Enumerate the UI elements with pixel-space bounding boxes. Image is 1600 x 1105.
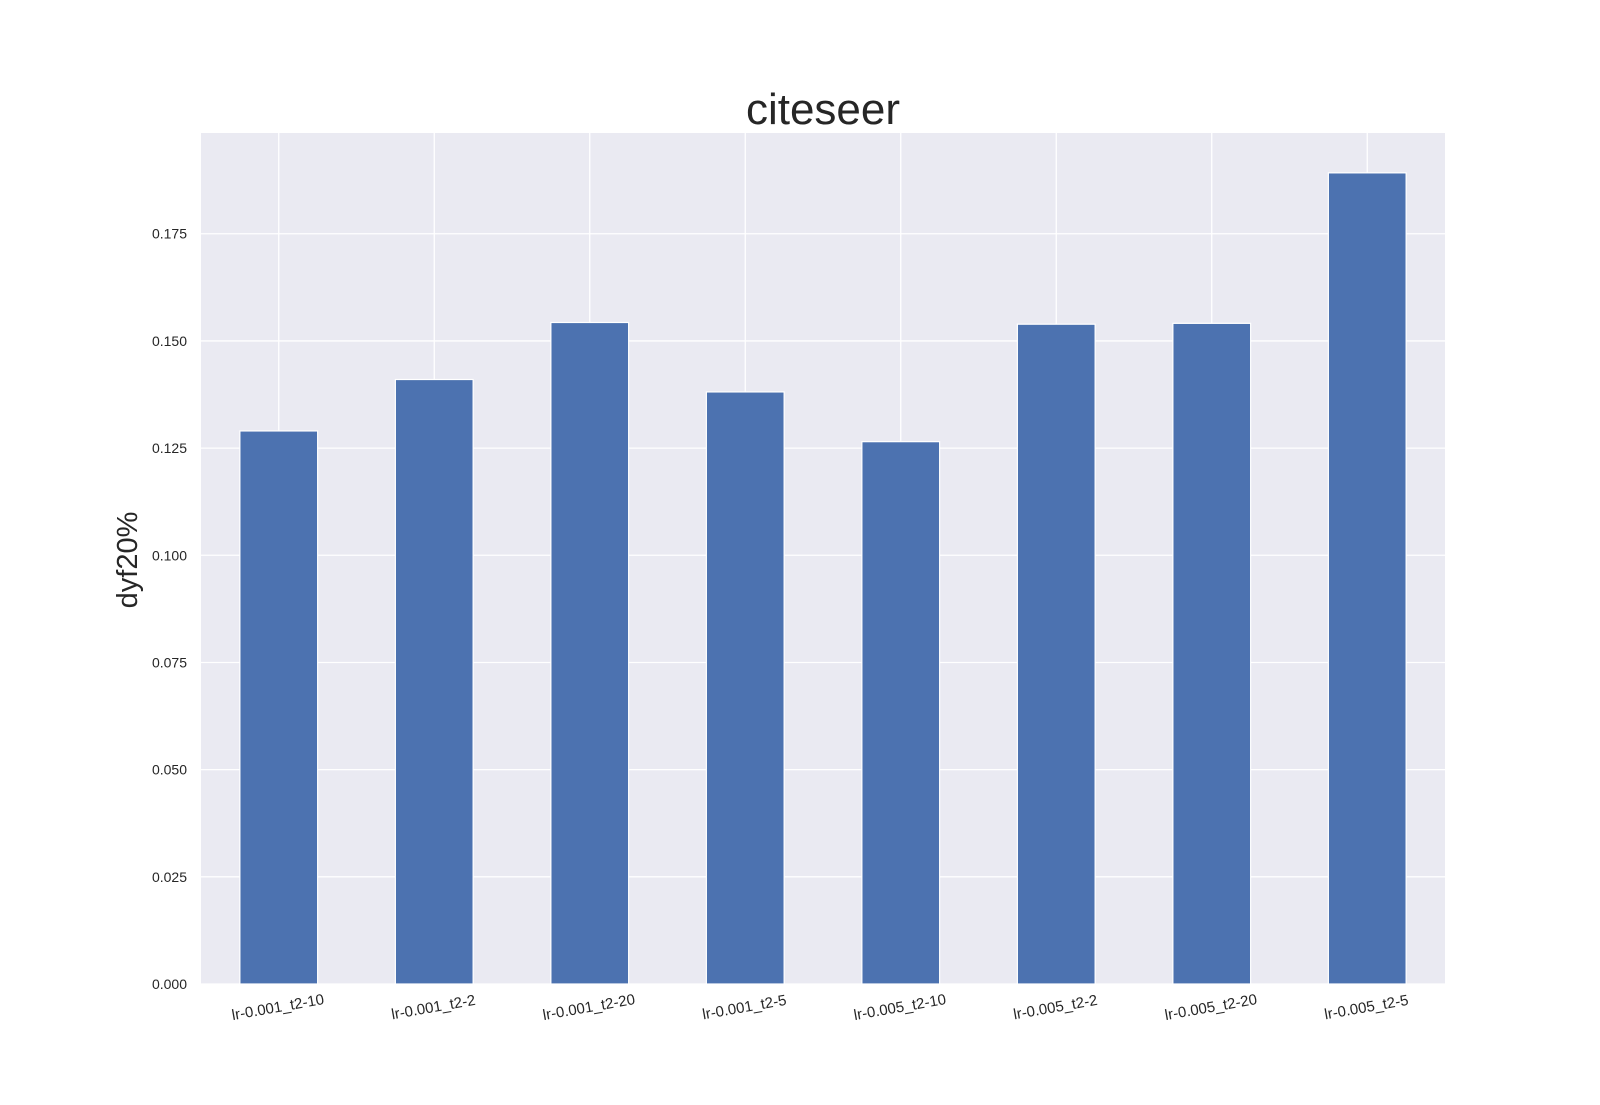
bar (550, 321, 630, 985)
bar (239, 430, 319, 985)
bar (1016, 323, 1096, 985)
bar (705, 391, 785, 985)
bars (239, 172, 1407, 985)
y-axis-ticks: 0.000 0.025 0.050 0.075 0.100 0.125 0.150 0.175 (152, 226, 187, 992)
y-axis-label: dyf20% (112, 512, 144, 609)
chart-title: citeseer (746, 85, 900, 134)
y-tick-label: 0.150 (152, 333, 187, 349)
plot-area (201, 133, 1445, 984)
bar (394, 378, 474, 985)
bar (1327, 172, 1407, 985)
y-tick-label: 0.025 (152, 869, 187, 885)
y-tick-label: 0.100 (152, 547, 187, 563)
bar (861, 441, 941, 985)
bar (1172, 322, 1252, 985)
y-tick-label: 0.050 (152, 762, 187, 778)
y-tick-label: 0.000 (152, 976, 187, 992)
y-tick-label: 0.125 (152, 440, 187, 456)
y-tick-label: 0.175 (152, 226, 187, 242)
y-tick-label: 0.075 (152, 654, 187, 670)
